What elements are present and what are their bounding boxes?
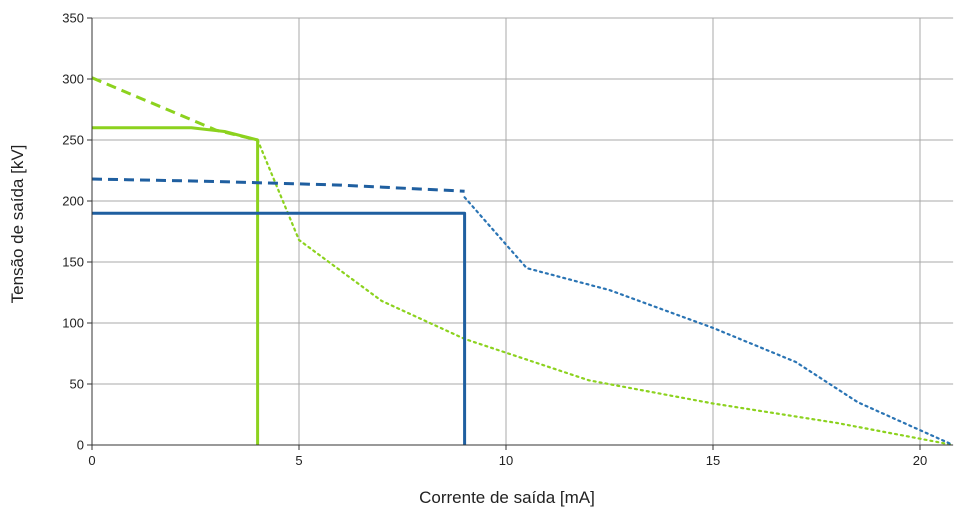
y-tick-label: 200	[62, 194, 84, 209]
y-axis-label: Tensão de saída [kV]	[8, 145, 27, 304]
y-tick-label: 350	[62, 11, 84, 26]
series-line-5-dotted	[463, 196, 955, 447]
grid	[92, 17, 954, 445]
x-tick-label: 10	[499, 453, 513, 468]
series-line-1-solid	[92, 126, 260, 445]
x-tick-label: 0	[88, 453, 95, 468]
y-tick-label: 0	[77, 438, 84, 453]
series-layer	[91, 76, 955, 447]
y-tick-label: 300	[62, 72, 84, 87]
series-line-2-dotted	[256, 138, 955, 447]
series-line-3-dashed	[91, 177, 465, 193]
tick-labels: 0 50 100 150 200 250 300 350 0 5 10 15 20	[62, 11, 927, 469]
series-line-0-dashed	[91, 76, 258, 142]
y-tick-label: 100	[62, 316, 84, 331]
axes	[87, 17, 954, 450]
y-tick-label: 250	[62, 133, 84, 148]
x-tick-label: 20	[913, 453, 927, 468]
x-tick-label: 5	[295, 453, 302, 468]
series-line-4-solid	[92, 211, 467, 445]
y-tick-label: 50	[70, 377, 84, 392]
x-axis-label: Corrente de saída [mA]	[419, 488, 595, 507]
x-tick-label: 15	[706, 453, 720, 468]
y-tick-label: 150	[62, 255, 84, 270]
